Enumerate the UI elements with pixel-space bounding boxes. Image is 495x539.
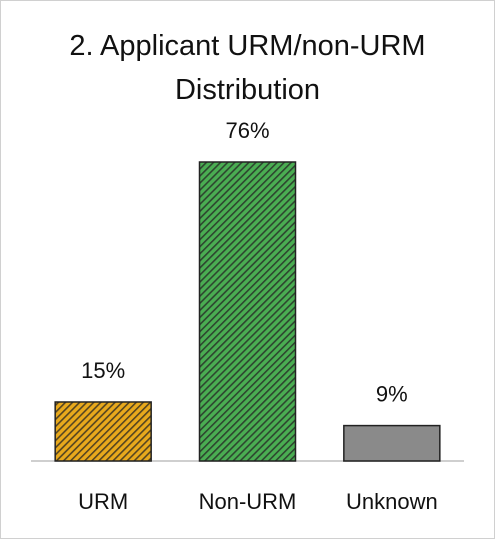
chart-title: 2. Applicant URM/non-URM Distribution	[69, 30, 426, 106]
bar	[198, 161, 297, 462]
data-label: 15%	[81, 358, 125, 383]
data-label: 9%	[376, 381, 408, 406]
x-tick-label: Non-URM	[199, 489, 297, 514]
x-tick-label: URM	[78, 489, 128, 514]
data-label: 76%	[225, 118, 269, 143]
x-tick-label: Unknown	[346, 489, 438, 514]
bar	[343, 424, 441, 462]
bar	[54, 401, 152, 462]
